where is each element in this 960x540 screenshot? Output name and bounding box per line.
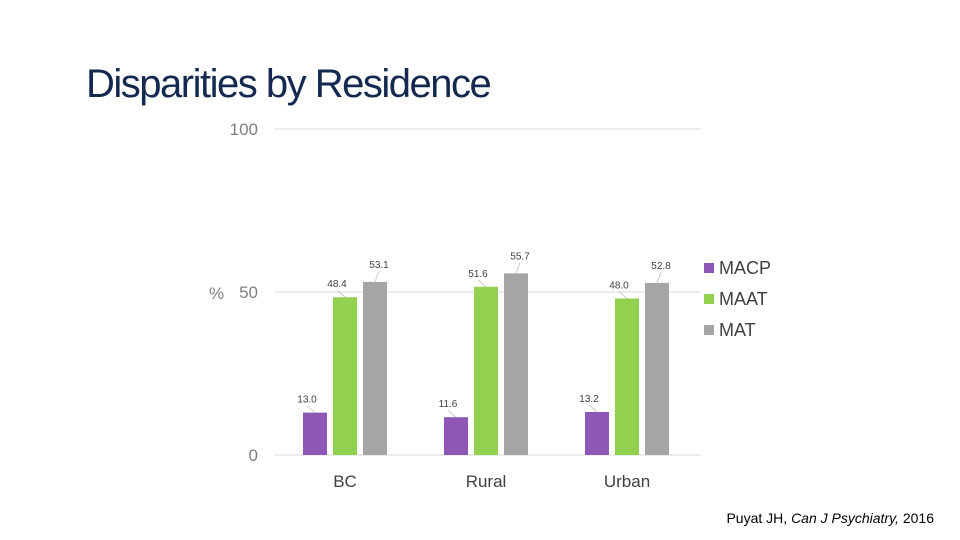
bar-maat-urban — [615, 298, 639, 455]
legend: MACP MAAT MAT — [704, 258, 771, 340]
bar-macp-bc — [303, 412, 327, 455]
citation-author: Puyat JH, — [726, 510, 792, 526]
x-tick-label-urban: Urban — [604, 472, 650, 491]
data-label-leader — [656, 271, 662, 284]
data-label: 51.6 — [468, 269, 488, 280]
y-axis: % 0 50 100 — [209, 120, 258, 465]
bar-mat-urban — [645, 282, 669, 455]
bar-macp-urban — [585, 411, 609, 455]
bar-mat-bc — [363, 281, 387, 455]
data-label: 11.6 — [439, 399, 458, 410]
data-label: 55.7 — [510, 251, 530, 262]
data-label: 13.2 — [579, 394, 599, 405]
data-label-leader — [306, 405, 316, 413]
bar-maat-rural — [474, 286, 498, 455]
citation-year: 2016 — [898, 510, 934, 526]
data-labels: 13.0 48.4 53.1 11.6 51.6 55.7 13.2 48.0 52.8 — [297, 251, 671, 418]
data-label: 48.0 — [609, 281, 629, 292]
y-tick-label: 0 — [249, 446, 258, 465]
legend-label-mat: MAT — [719, 320, 756, 340]
data-label-leader — [515, 262, 521, 274]
citation-journal: Can J Psychiatry, — [791, 510, 899, 526]
x-tick-label-rural: Rural — [466, 472, 507, 491]
data-label: 48.4 — [327, 279, 347, 290]
data-label: 52.8 — [651, 261, 671, 272]
data-label-leader — [374, 270, 380, 283]
data-label-leader — [336, 289, 346, 298]
legend-label-macp: MACP — [719, 258, 771, 278]
x-tick-label-bc: BC — [333, 472, 357, 491]
data-label-leader — [618, 291, 628, 299]
y-tick-label: 100 — [230, 120, 258, 139]
legend-swatch-mat — [704, 325, 714, 335]
legend-swatch-macp — [704, 263, 714, 273]
legend-swatch-maat — [704, 294, 714, 304]
legend-label-maat: MAAT — [719, 289, 768, 309]
data-label-leader — [588, 404, 598, 413]
data-label-leader — [447, 409, 457, 418]
y-axis-label: % — [209, 284, 224, 303]
y-tick-label: 50 — [239, 283, 258, 302]
citation: Puyat JH, Can J Psychiatry, 2016 — [726, 510, 934, 526]
bar-maat-bc — [333, 297, 357, 455]
data-label: 53.1 — [369, 260, 389, 271]
x-axis: BC Rural Urban — [333, 472, 650, 491]
data-label: 13.0 — [297, 395, 317, 406]
data-label-leader — [477, 279, 487, 288]
bar-macp-rural — [444, 417, 468, 455]
bar-mat-rural — [504, 273, 528, 455]
bars — [303, 273, 669, 455]
chart-title: Disparities by Residence — [86, 62, 492, 106]
